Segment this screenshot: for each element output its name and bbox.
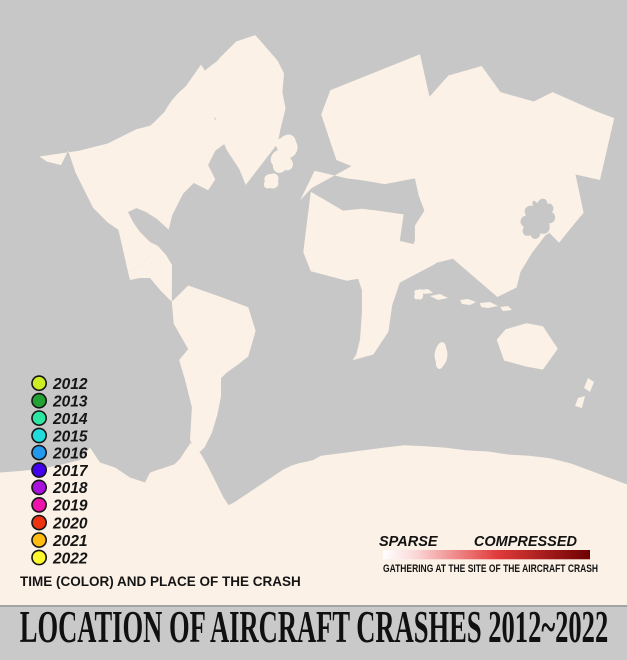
svg-text:2016: 2016 <box>52 445 88 462</box>
svg-text:2020: 2020 <box>52 515 88 532</box>
svg-text:GATHERING AT THE SITE OF THE A: GATHERING AT THE SITE OF THE AIRCRAFT CR… <box>383 563 598 575</box>
svg-text:2017: 2017 <box>52 463 89 480</box>
svg-text:TIME (COLOR) AND PLACE OF THE: TIME (COLOR) AND PLACE OF THE CRASH <box>20 574 301 589</box>
svg-text:2019: 2019 <box>52 498 88 515</box>
svg-text:2014: 2014 <box>52 411 88 428</box>
svg-text:2015: 2015 <box>52 428 88 445</box>
svg-text:COMPRESSED: COMPRESSED <box>474 534 578 550</box>
svg-text:SPARSE: SPARSE <box>379 534 439 550</box>
svg-text:2013: 2013 <box>52 394 88 411</box>
svg-text:2021: 2021 <box>52 533 87 550</box>
svg-text:2012: 2012 <box>52 376 88 393</box>
svg-text:2018: 2018 <box>52 480 88 497</box>
svg-text:2022: 2022 <box>52 550 88 567</box>
